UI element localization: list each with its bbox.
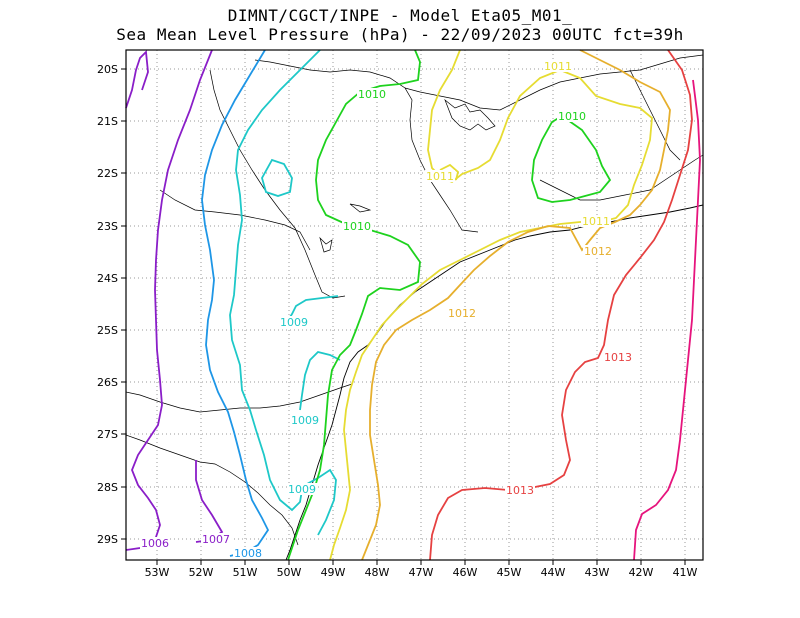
lon-tick-label: 45W <box>497 566 522 579</box>
contour-label-bg <box>287 483 317 495</box>
contour-label-1009: 1009 <box>280 316 308 329</box>
contour-label-bg <box>447 307 477 319</box>
contour-label-1010: 1010 <box>343 220 371 233</box>
contour-label-1010: 1010 <box>358 88 386 101</box>
isobar-1011-small <box>439 163 460 181</box>
chart-title-line1: DIMNT/CGCT/INPE - Model Eta05_M01_ <box>227 6 573 25</box>
contour-label-1009: 1009 <box>288 483 316 496</box>
contour-label-1011: 1011 <box>426 170 454 183</box>
plot-area <box>126 50 703 560</box>
contour-label-bg <box>505 484 535 496</box>
isobar-1014 <box>633 79 701 561</box>
isobar-1010 <box>287 49 421 561</box>
contour-label-bg <box>201 533 231 545</box>
contour-label-1007: 1007 <box>202 533 230 546</box>
lon-tick-label: 42W <box>629 566 654 579</box>
lon-tick-label: 46W <box>453 566 478 579</box>
contour-label-1013: 1013 <box>506 484 534 497</box>
lat-tick-label: 28S <box>97 481 118 494</box>
isobar-1011 <box>329 49 653 561</box>
lat-tick-label: 24S <box>97 272 118 285</box>
lon-tick-label: 41W <box>673 566 698 579</box>
lat-tick-label: 26S <box>97 376 118 389</box>
contour-label-bg <box>233 547 263 559</box>
contour-label-1010: 1010 <box>558 110 586 123</box>
tick-marks <box>121 68 686 565</box>
contour-label-bg <box>543 60 573 72</box>
isobar-1012 <box>361 49 671 561</box>
contour-label-1012: 1012 <box>448 307 476 320</box>
lon-tick-label: 50W <box>277 566 302 579</box>
lon-tick-label: 53W <box>145 566 170 579</box>
isobar-1006 <box>125 50 149 109</box>
isobar-1009 <box>229 49 321 512</box>
lat-tick-label: 23S <box>97 220 118 233</box>
contour-label-bg <box>342 220 372 232</box>
contour-label-bg <box>290 414 320 426</box>
contour-label-1011: 1011 <box>544 60 572 73</box>
lat-tick-label: 27S <box>97 428 118 441</box>
chart-title-line2: Sea Mean Level Pressure (hPa) - 22/09/20… <box>116 25 684 44</box>
lat-tick-label: 21S <box>97 115 118 128</box>
isobar-1009-closed <box>261 158 293 197</box>
isobar-1010-east <box>531 114 612 203</box>
lon-tick-label: 49W <box>321 566 346 579</box>
lon-tick-label: 43W <box>585 566 610 579</box>
contour-label-1011: 1011 <box>582 215 610 228</box>
contour-label-1006: 1006 <box>141 537 169 550</box>
isobar-1009-west <box>287 295 339 321</box>
lon-tick-label: 52W <box>189 566 214 579</box>
contour-label-bg <box>279 316 309 328</box>
lon-tick-label: 44W <box>541 566 566 579</box>
reservoirs <box>319 98 496 253</box>
isobar-1009-east <box>299 351 341 411</box>
contour-label-bg <box>603 351 633 363</box>
lat-tick-label: 20S <box>97 63 118 76</box>
contour-label-1012: 1012 <box>584 245 612 258</box>
isobar-1008 <box>201 49 270 557</box>
contour-label-bg <box>583 245 613 257</box>
contour-label-bg <box>425 170 455 182</box>
contour-label-bg <box>557 110 587 122</box>
lat-tick-label: 25S <box>97 324 118 337</box>
political-borders <box>125 54 704 546</box>
plot-frame <box>125 49 704 561</box>
contour-label-bg <box>140 537 170 549</box>
isobar-1013 <box>429 49 693 561</box>
lon-tick-label: 48W <box>365 566 390 579</box>
lat-tick-label: 29S <box>97 533 118 546</box>
lon-tick-label: 47W <box>409 566 434 579</box>
lon-tick-label: 51W <box>233 566 258 579</box>
contour-label-bg <box>581 215 611 227</box>
contour-label-1008: 1008 <box>234 547 262 560</box>
contour-label-1013: 1013 <box>604 351 632 364</box>
contour-label-1009: 1009 <box>291 414 319 427</box>
contour-label-bg <box>357 88 387 100</box>
isobar-1007 <box>125 49 213 551</box>
lat-tick-label: 22S <box>97 167 118 180</box>
